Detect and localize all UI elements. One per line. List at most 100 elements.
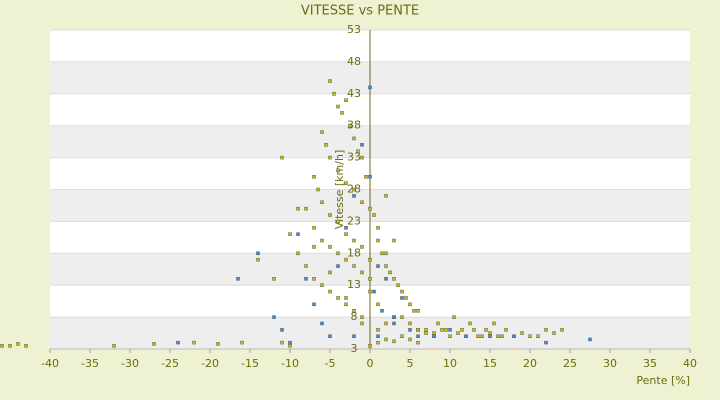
point — [304, 277, 308, 281]
point — [336, 296, 340, 300]
point — [384, 194, 388, 198]
point — [240, 340, 244, 345]
point — [328, 334, 332, 338]
y-tick-label: 3 — [351, 342, 358, 355]
point — [280, 328, 284, 332]
point — [336, 219, 340, 224]
point — [560, 328, 564, 332]
chart-title: VITESSE vs PENTE — [301, 4, 419, 19]
point — [392, 321, 396, 326]
point — [312, 226, 316, 230]
point — [328, 270, 332, 275]
point — [344, 226, 348, 230]
point — [112, 344, 116, 348]
point — [400, 315, 404, 319]
y-axis-label: Vitesse [km/h] — [333, 150, 346, 230]
point — [476, 334, 480, 338]
point — [360, 321, 364, 326]
point — [384, 251, 388, 256]
point — [296, 206, 300, 211]
point — [320, 283, 324, 287]
point — [368, 344, 372, 348]
point — [352, 238, 356, 243]
x-tick-label: -35 — [81, 357, 99, 370]
point — [472, 328, 476, 332]
point — [272, 315, 276, 319]
point — [432, 331, 436, 335]
x-tick-label: -40 — [41, 357, 59, 370]
point — [152, 342, 156, 346]
x-tick-label: 25 — [563, 357, 577, 370]
point — [424, 328, 428, 332]
point — [448, 328, 452, 332]
point — [588, 337, 592, 342]
point — [256, 251, 260, 256]
point — [360, 200, 364, 205]
point — [336, 264, 340, 268]
point — [236, 277, 240, 281]
point — [380, 251, 384, 256]
point — [216, 342, 220, 346]
point — [544, 340, 548, 345]
point — [520, 331, 524, 335]
point — [360, 270, 364, 275]
point — [492, 321, 496, 326]
point — [368, 257, 372, 262]
point — [340, 111, 344, 115]
point — [408, 337, 412, 342]
point — [296, 251, 300, 256]
point — [416, 340, 420, 345]
point — [324, 143, 328, 147]
point — [484, 328, 488, 332]
point — [392, 315, 396, 319]
point — [368, 277, 372, 281]
point — [368, 289, 372, 294]
y-tick-label: 48 — [347, 55, 361, 68]
point — [460, 328, 464, 332]
point — [464, 334, 468, 338]
point — [256, 257, 260, 262]
x-tick-label: 5 — [407, 357, 414, 370]
point — [512, 334, 516, 338]
point — [312, 302, 316, 307]
y-tick-label: 8 — [351, 310, 358, 323]
point — [368, 206, 372, 211]
point — [336, 251, 340, 256]
point — [384, 277, 388, 281]
point — [416, 328, 420, 332]
point — [8, 344, 12, 348]
point — [468, 321, 472, 326]
point — [312, 245, 316, 249]
point — [384, 337, 388, 342]
point — [352, 308, 356, 313]
point — [344, 302, 348, 307]
point — [344, 296, 348, 300]
point — [328, 79, 332, 83]
y-tick-label: 43 — [347, 87, 361, 100]
point — [328, 155, 332, 160]
point — [320, 130, 324, 134]
point — [344, 181, 348, 185]
point — [552, 331, 556, 335]
point — [344, 257, 348, 262]
x-tick-label: 35 — [643, 357, 657, 370]
point — [352, 136, 356, 141]
x-tick-label: 40 — [683, 357, 697, 370]
x-tick-label: -20 — [201, 357, 219, 370]
point — [344, 98, 348, 102]
point — [400, 289, 404, 294]
point — [392, 277, 396, 281]
point — [424, 331, 428, 335]
point — [336, 168, 340, 173]
point — [332, 92, 336, 96]
point — [320, 200, 324, 205]
point — [416, 308, 420, 313]
point — [360, 315, 364, 319]
point — [384, 264, 388, 268]
point — [352, 264, 356, 268]
point — [352, 187, 356, 192]
point — [304, 264, 308, 268]
point — [272, 277, 276, 281]
point — [288, 344, 292, 348]
